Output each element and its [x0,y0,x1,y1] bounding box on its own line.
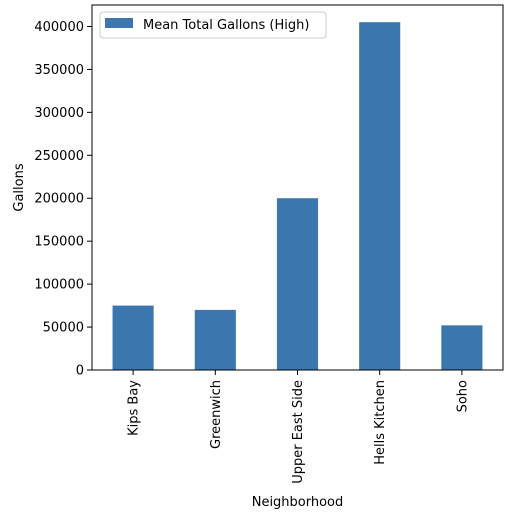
bar [441,325,483,370]
x-tick-label: Kips Bay [127,380,142,436]
y-tick-label: 150000 [34,235,84,250]
bars-layer [112,22,483,370]
legend-swatch [105,18,133,28]
y-axis: 0 50000 100000 150000 200000 250000 300000 3500… [34,20,92,379]
x-tick-label: Soho [455,380,470,412]
bar [276,198,319,370]
x-tick-label: Upper East Side [291,380,306,484]
x-tick-label: Hells Kitchen [373,380,388,465]
bar [359,22,401,370]
bar [194,309,236,370]
y-tick-label: 50000 [43,321,84,336]
x-axis-label: Neighborhood [252,495,344,510]
legend-label: Mean Total Gallons (High) [143,18,309,33]
y-tick-label: 0 [76,364,84,379]
plot-frame [91,4,504,371]
legend-box [99,11,327,39]
x-tick-label: Greenwich [209,380,224,449]
y-tick-label: 400000 [34,20,84,35]
y-tick-label: 100000 [34,278,84,293]
y-tick-label: 300000 [34,106,84,121]
y-tick-label: 350000 [34,63,84,78]
x-axis: Kips Bay Greenwich Upper East Side Hells Ki… [127,370,470,484]
y-tick-label: 250000 [34,149,84,164]
bar [112,305,154,370]
y-axis-label: Gallons [12,163,27,211]
y-tick-label: 200000 [34,192,84,207]
legend: Mean Total Gallons (High) [99,11,327,39]
